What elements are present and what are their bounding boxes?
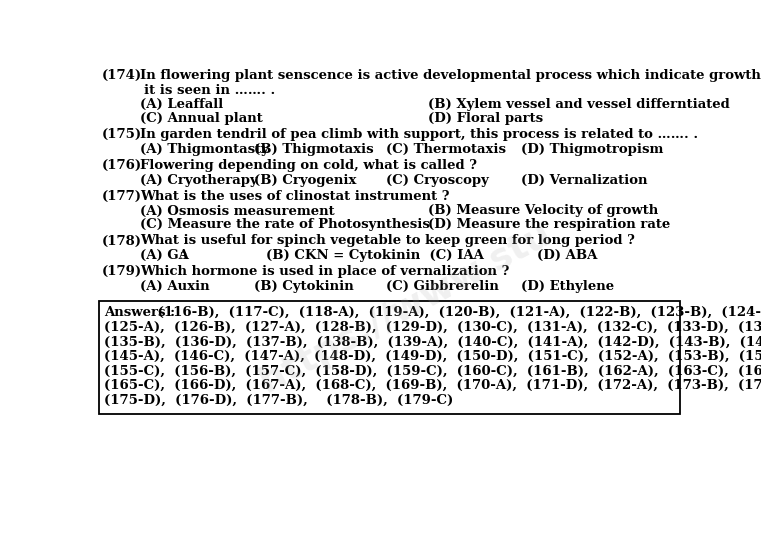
Text: it is seen in ……. .: it is seen in ……. . xyxy=(144,84,275,96)
Text: (B) CKN = Cytokinin  (C) IAA: (B) CKN = Cytokinin (C) IAA xyxy=(266,249,483,262)
Text: (A) Leaffall: (A) Leaffall xyxy=(140,98,223,111)
Text: (D) Measure the respiration rate: (D) Measure the respiration rate xyxy=(428,218,670,232)
Text: In flowering plant senscence is active developmental process which indicate grow: In flowering plant senscence is active d… xyxy=(140,69,761,82)
FancyBboxPatch shape xyxy=(99,301,680,414)
Text: (D) Vernalization: (D) Vernalization xyxy=(521,174,648,187)
Text: (116-B),  (117-C),  (118-A),  (119-A),  (120-B),  (121-A),  (122-B),  (123-B),  : (116-B), (117-C), (118-A), (119-A), (120… xyxy=(153,306,761,319)
Text: (A) Auxin: (A) Auxin xyxy=(140,280,210,293)
Text: (145-A),  (146-C),  (147-A),  (148-D),  (149-D),  (150-D),  (151-C),  (152-A),  : (145-A), (146-C), (147-A), (148-D), (149… xyxy=(104,350,761,363)
Text: (C) Cryoscopy: (C) Cryoscopy xyxy=(386,174,489,187)
Text: (176): (176) xyxy=(101,159,142,172)
Text: (A) Osmosis measurement: (A) Osmosis measurement xyxy=(140,204,335,218)
Text: (135-B),  (136-D),  (137-B),  (138-B),  (139-A),  (140-C),  (141-A),  (142-D),  : (135-B), (136-D), (137-B), (138-B), (139… xyxy=(104,336,761,348)
Text: (C) Annual plant: (C) Annual plant xyxy=(140,112,263,125)
Text: Which hormone is used in place of vernalization ?: Which hormone is used in place of vernal… xyxy=(140,265,509,278)
Text: (125-A),  (126-B),  (127-A),  (128-B),  (129-D),  (130-C),  (131-A),  (132-C),  : (125-A), (126-B), (127-A), (128-B), (129… xyxy=(104,321,761,334)
Text: (B) Cytokinin: (B) Cytokinin xyxy=(254,280,354,293)
Text: Flowering depending on cold, what is called ?: Flowering depending on cold, what is cal… xyxy=(140,159,477,172)
Text: (A) Thigmontasty: (A) Thigmontasty xyxy=(140,143,269,156)
Text: (174): (174) xyxy=(101,69,142,82)
Text: In garden tendril of pea climb with support, this process is related to ……. .: In garden tendril of pea climb with supp… xyxy=(140,128,698,141)
Text: (B) Xylem vessel and vessel differntiated: (B) Xylem vessel and vessel differntiate… xyxy=(428,98,730,111)
Text: (A) Cryotherapy: (A) Cryotherapy xyxy=(140,174,258,187)
Text: (175): (175) xyxy=(101,128,142,141)
Text: (178): (178) xyxy=(101,234,142,248)
Text: (165-C),  (166-D),  (167-A),  (168-C),  (169-B),  (170-A),  (171-D),  (172-A),  : (165-C), (166-D), (167-A), (168-C), (169… xyxy=(104,379,761,392)
Text: Answers :: Answers : xyxy=(104,306,180,319)
Text: (B) Measure Velocity of growth: (B) Measure Velocity of growth xyxy=(428,204,658,218)
Text: (155-C),  (156-B),  (157-C),  (158-D),  (159-C),  (160-C),  (161-B),  (162-A),  : (155-C), (156-B), (157-C), (158-D), (159… xyxy=(104,364,761,378)
Text: (B) Cryogenix: (B) Cryogenix xyxy=(254,174,356,187)
Text: (C) Gibbrerelin: (C) Gibbrerelin xyxy=(386,280,498,293)
Text: (A) GA: (A) GA xyxy=(140,249,189,262)
Text: What is useful for spinch vegetable to keep green for long period ?: What is useful for spinch vegetable to k… xyxy=(140,234,635,248)
Text: (D) Ethylene: (D) Ethylene xyxy=(521,280,614,293)
Text: (179): (179) xyxy=(101,265,142,278)
Text: https://www.stu: https://www.stu xyxy=(253,217,556,399)
Text: What is the uses of clinostat instrument ?: What is the uses of clinostat instrument… xyxy=(140,190,450,203)
Text: (D) ABA: (D) ABA xyxy=(537,249,597,262)
Text: (177): (177) xyxy=(101,190,142,203)
Text: (175-D),  (176-D),  (177-B),    (178-B),  (179-C): (175-D), (176-D), (177-B), (178-B), (179… xyxy=(104,394,454,407)
Text: (C) Measure the rate of Photosynthesis: (C) Measure the rate of Photosynthesis xyxy=(140,218,430,232)
Text: (C) Thermotaxis: (C) Thermotaxis xyxy=(386,143,506,156)
Text: (B) Thigmotaxis: (B) Thigmotaxis xyxy=(254,143,374,156)
Text: (D) Thigmotropism: (D) Thigmotropism xyxy=(521,143,664,156)
Text: 3: 3 xyxy=(179,252,186,261)
Text: (D) Floral parts: (D) Floral parts xyxy=(428,112,543,125)
